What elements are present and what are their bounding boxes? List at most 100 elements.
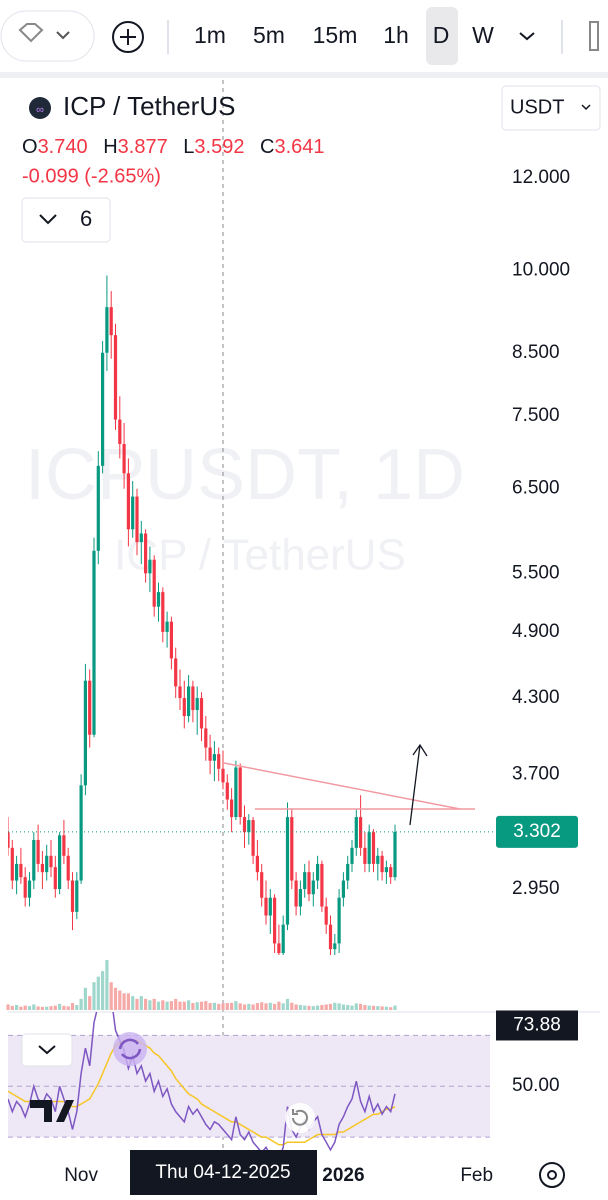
candle-body bbox=[165, 621, 169, 632]
collapse-button[interactable] bbox=[21, 1033, 73, 1067]
candle-body bbox=[113, 335, 118, 420]
volume-bar bbox=[247, 1003, 251, 1010]
volume-bar bbox=[285, 998, 290, 1010]
candle-body bbox=[294, 880, 298, 907]
volume-bar bbox=[165, 1001, 169, 1010]
candle-body bbox=[367, 832, 371, 864]
timeframe[interactable]: 15m bbox=[313, 22, 358, 48]
rsi-tick-label: 50.00 bbox=[512, 1075, 560, 1096]
volume-bar bbox=[118, 990, 122, 1010]
rsi-tick-label: 73.88 bbox=[513, 1014, 561, 1035]
volume-bar bbox=[148, 1000, 152, 1010]
volume-bar bbox=[380, 1006, 384, 1010]
candle-body bbox=[144, 533, 148, 574]
rsi-band bbox=[8, 1035, 490, 1138]
volume-bar bbox=[195, 1002, 199, 1010]
candle-body bbox=[247, 820, 251, 833]
volume-bar bbox=[144, 998, 148, 1010]
volume-bar bbox=[131, 996, 135, 1010]
rsi-value-tag bbox=[496, 1010, 578, 1041]
volume-bar bbox=[199, 1001, 204, 1010]
volume-bar bbox=[294, 1004, 298, 1010]
volume-bar bbox=[307, 1005, 311, 1010]
volume-bar bbox=[70, 1003, 75, 1010]
candle-body bbox=[191, 686, 195, 711]
sync-icon[interactable] bbox=[113, 1032, 147, 1066]
candle-body bbox=[45, 855, 49, 873]
active-timeframe-bg bbox=[426, 7, 458, 65]
candle-body bbox=[40, 863, 44, 873]
candle-body bbox=[105, 307, 109, 353]
volume-bar bbox=[208, 1003, 212, 1010]
candle-body bbox=[199, 698, 204, 729]
volume-bar bbox=[346, 1005, 350, 1010]
volume-bar bbox=[303, 1005, 307, 1010]
volume-bar bbox=[92, 982, 96, 1010]
y-tick-label: 12.000 bbox=[512, 167, 570, 188]
timeframe[interactable]: 1h bbox=[383, 22, 409, 48]
timeframe[interactable]: 5m bbox=[253, 22, 285, 48]
candle-body bbox=[83, 680, 87, 786]
candle-body bbox=[101, 352, 105, 466]
candle-body bbox=[126, 473, 130, 530]
candle-body bbox=[333, 943, 337, 950]
y-tick-label: 7.500 bbox=[512, 405, 560, 426]
volume-bar bbox=[255, 1003, 259, 1010]
settings-glyph bbox=[547, 1170, 557, 1180]
timeframe[interactable]: D bbox=[433, 22, 450, 48]
settings-button[interactable] bbox=[539, 1162, 565, 1188]
reset-button[interactable] bbox=[285, 1103, 315, 1133]
candle-body bbox=[307, 872, 311, 895]
candle-body bbox=[58, 835, 62, 890]
volume-bar bbox=[273, 1003, 277, 1010]
diamond-icon bbox=[18, 23, 44, 43]
volume-bar bbox=[182, 1001, 186, 1010]
timeframe[interactable]: W bbox=[472, 22, 494, 48]
candle-body bbox=[169, 621, 173, 659]
candle-body bbox=[264, 897, 268, 916]
volume-bar bbox=[96, 976, 100, 1010]
volume-bar bbox=[187, 1000, 191, 1010]
volume-bar bbox=[264, 1003, 268, 1010]
volume-bar bbox=[32, 1004, 36, 1010]
symbol-button[interactable] bbox=[0, 10, 95, 62]
candle-body bbox=[10, 847, 14, 881]
volume-bar bbox=[109, 982, 113, 1010]
candle-body bbox=[363, 847, 367, 864]
candle-body bbox=[303, 872, 307, 890]
volume-bar bbox=[367, 1005, 371, 1010]
chevron[interactable] bbox=[519, 32, 535, 41]
currency: USDT bbox=[510, 96, 564, 118]
volume-bar bbox=[15, 1005, 19, 1010]
volume-bar bbox=[79, 998, 83, 1010]
chevron bbox=[39, 214, 57, 225]
currency-select[interactable] bbox=[501, 85, 601, 131]
last-price-label: 3.302 bbox=[513, 821, 561, 842]
candle-body bbox=[62, 835, 66, 856]
candle-body bbox=[273, 897, 277, 944]
volume-bar bbox=[10, 1005, 14, 1010]
candle-body bbox=[32, 839, 36, 881]
last-price-tag bbox=[496, 815, 578, 848]
volume-bar bbox=[169, 1001, 173, 1010]
candle-body bbox=[118, 419, 122, 444]
candle-body bbox=[290, 817, 294, 881]
volume-bar bbox=[217, 1003, 221, 1010]
candle-body bbox=[393, 831, 397, 878]
volume-bar bbox=[126, 993, 130, 1010]
divider bbox=[0, 72, 608, 78]
volume-bar bbox=[359, 1003, 363, 1010]
candle-body bbox=[208, 747, 212, 761]
watermark: ICP / TetherUS bbox=[114, 531, 406, 580]
timeframe[interactable]: 1m bbox=[194, 22, 226, 48]
candle-body bbox=[204, 728, 208, 748]
volume-bar bbox=[45, 1006, 49, 1010]
volume bbox=[6, 960, 397, 1010]
candle-body bbox=[75, 880, 79, 912]
volume-bar bbox=[290, 1002, 294, 1010]
candle-icon[interactable] bbox=[589, 21, 599, 51]
volume-bar bbox=[320, 1005, 324, 1010]
indicators-toggle[interactable] bbox=[21, 197, 111, 243]
candle-body bbox=[346, 863, 350, 881]
add-button[interactable] bbox=[112, 21, 144, 53]
